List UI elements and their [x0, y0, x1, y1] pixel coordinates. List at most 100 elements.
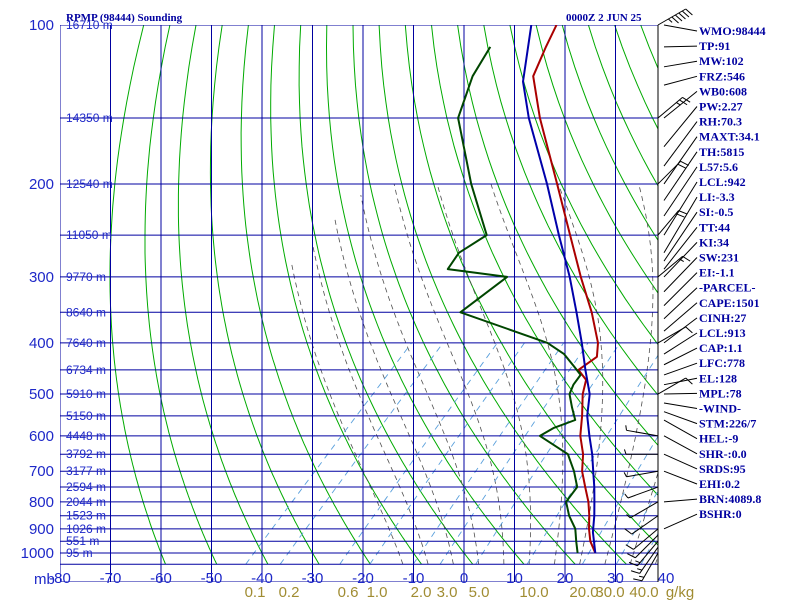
height-label: 2594 m: [66, 480, 106, 494]
dewpoint-profile-line: [446, 46, 582, 554]
station-title: RPMP (98444) Sounding: [66, 12, 183, 24]
dry-adiabat-line: [535, 25, 658, 294]
temperature-tick-label: -30: [302, 570, 324, 587]
mixing-ratio-tick-label: 0.6: [338, 584, 359, 600]
mixing-ratio-line: [245, 342, 412, 565]
pressure-tick-label: 100: [29, 17, 54, 34]
dry-adiabat-line: [483, 25, 658, 396]
index-leader-line: [663, 166, 698, 217]
height-label: 14350 m: [66, 111, 113, 125]
mixing-ratio-line: [279, 342, 444, 565]
temperature-tick-label: 30: [607, 570, 624, 587]
wind-barb: [631, 515, 659, 535]
wind-barb-flag: [628, 561, 638, 567]
pressure-unit-label: mb: [34, 571, 55, 588]
index-value: EL:128: [699, 371, 737, 385]
height-label: 95 m: [66, 546, 93, 560]
temperature-profile-line: [532, 25, 599, 554]
dry-adiabat-line: [144, 25, 218, 565]
wind-barb-flag: [674, 14, 683, 22]
index-leader-line: [663, 151, 698, 201]
index-leader-line: [663, 347, 698, 366]
moist-adiabat-line: [490, 183, 564, 565]
index-value: SW:231: [699, 251, 739, 265]
wind-barb: [639, 546, 659, 574]
mixing-ratio-line: [412, 342, 565, 565]
wind-barb: [626, 429, 659, 437]
temperature-tick-label: -20: [352, 570, 374, 587]
index-leader-line: [663, 24, 698, 32]
index-value: BSHR:0: [699, 507, 742, 521]
index-value: SI:-0.5: [699, 205, 733, 219]
index-leader-line: [663, 470, 698, 485]
index-value: SRDS:95: [699, 462, 746, 476]
index-value: MAXT:34.1: [699, 130, 760, 144]
wind-barb-half-flag: [625, 425, 627, 431]
index-leader-line: [663, 257, 698, 293]
moist-adiabat-line: [393, 183, 505, 565]
height-label: 5910 m: [66, 387, 106, 401]
index-value: CAPE:1501: [699, 296, 760, 310]
height-label: 5150 m: [66, 409, 106, 423]
pressure-tick-label: 1000: [21, 545, 54, 562]
wind-barbs: [623, 8, 693, 582]
dry-adiabat-line: [325, 25, 525, 565]
wind-barb: [641, 552, 659, 581]
wind-barb: [630, 501, 659, 519]
index-leader-line: [663, 411, 698, 425]
index-value: RH:70.3: [699, 115, 742, 129]
wind-barb-half-flag: [623, 472, 627, 478]
index-value: WMO:98444: [699, 24, 766, 38]
height-label: 7640 m: [66, 336, 106, 350]
index-value: LCL:942: [699, 175, 746, 189]
temperature-tick-label: -80: [49, 570, 71, 587]
dry-adiabat-line: [109, 25, 166, 565]
pressure-tick-label: 800: [29, 494, 54, 511]
pressure-tick-label: 700: [29, 463, 54, 480]
wind-barb-flag: [625, 544, 634, 550]
height-label: 2044 m: [66, 495, 106, 509]
moist-adiabat-line: [557, 183, 604, 565]
dry-adiabat-line: [509, 25, 658, 346]
wind-barb-flag: [680, 160, 689, 166]
pressure-tick-label: 300: [29, 269, 54, 286]
index-leader-line: [663, 419, 698, 440]
index-value: L57:5.6: [699, 160, 738, 174]
index-value: TH:5815: [699, 145, 744, 159]
mixing-ratio-line: [369, 342, 525, 565]
mixing-ratio-tick-label: 5.0: [469, 584, 490, 600]
background-lines: [109, 25, 658, 565]
height-label: 1026 m: [66, 522, 106, 536]
wind-barb-half-flag: [624, 493, 629, 499]
temperature-tick-label: -40: [251, 570, 273, 587]
wind-barb-half-flag: [626, 514, 631, 519]
moist-adiabat-line: [290, 261, 404, 565]
index-leader-line: [663, 435, 698, 455]
index-leader-line: [663, 317, 698, 344]
moist-adiabat-line: [604, 183, 654, 565]
index-leader-line: [663, 121, 698, 167]
index-value: WB0:608: [699, 84, 747, 98]
index-leader-line: [663, 362, 698, 376]
index-value: BRN:4089.8: [699, 492, 761, 506]
pressure-tick-label: 600: [29, 428, 54, 445]
mixing-ratio-tick-label: 30.0: [595, 584, 624, 600]
index-leader-line: [663, 287, 698, 320]
mixing-ratio-line: [439, 342, 589, 565]
index-leader-line: [663, 242, 698, 278]
index-leader-line: [663, 91, 698, 119]
index-leader-line: [663, 226, 698, 270]
index-leader-line: [663, 377, 698, 386]
index-value: KI:34: [699, 235, 729, 249]
height-label: 12540 m: [66, 177, 113, 191]
dry-adiabat-line: [378, 25, 627, 565]
index-value: FRZ:546: [699, 69, 745, 83]
height-label: 551 m: [66, 534, 99, 548]
height-label: 6734 m: [66, 363, 106, 377]
index-value: HEL:-9: [699, 432, 738, 446]
index-leader-line: [663, 513, 698, 530]
index-value: SHR-:0.0: [699, 447, 747, 461]
temperature-tick-label: -10: [403, 570, 425, 587]
index-value: -PARCEL-: [699, 281, 755, 295]
